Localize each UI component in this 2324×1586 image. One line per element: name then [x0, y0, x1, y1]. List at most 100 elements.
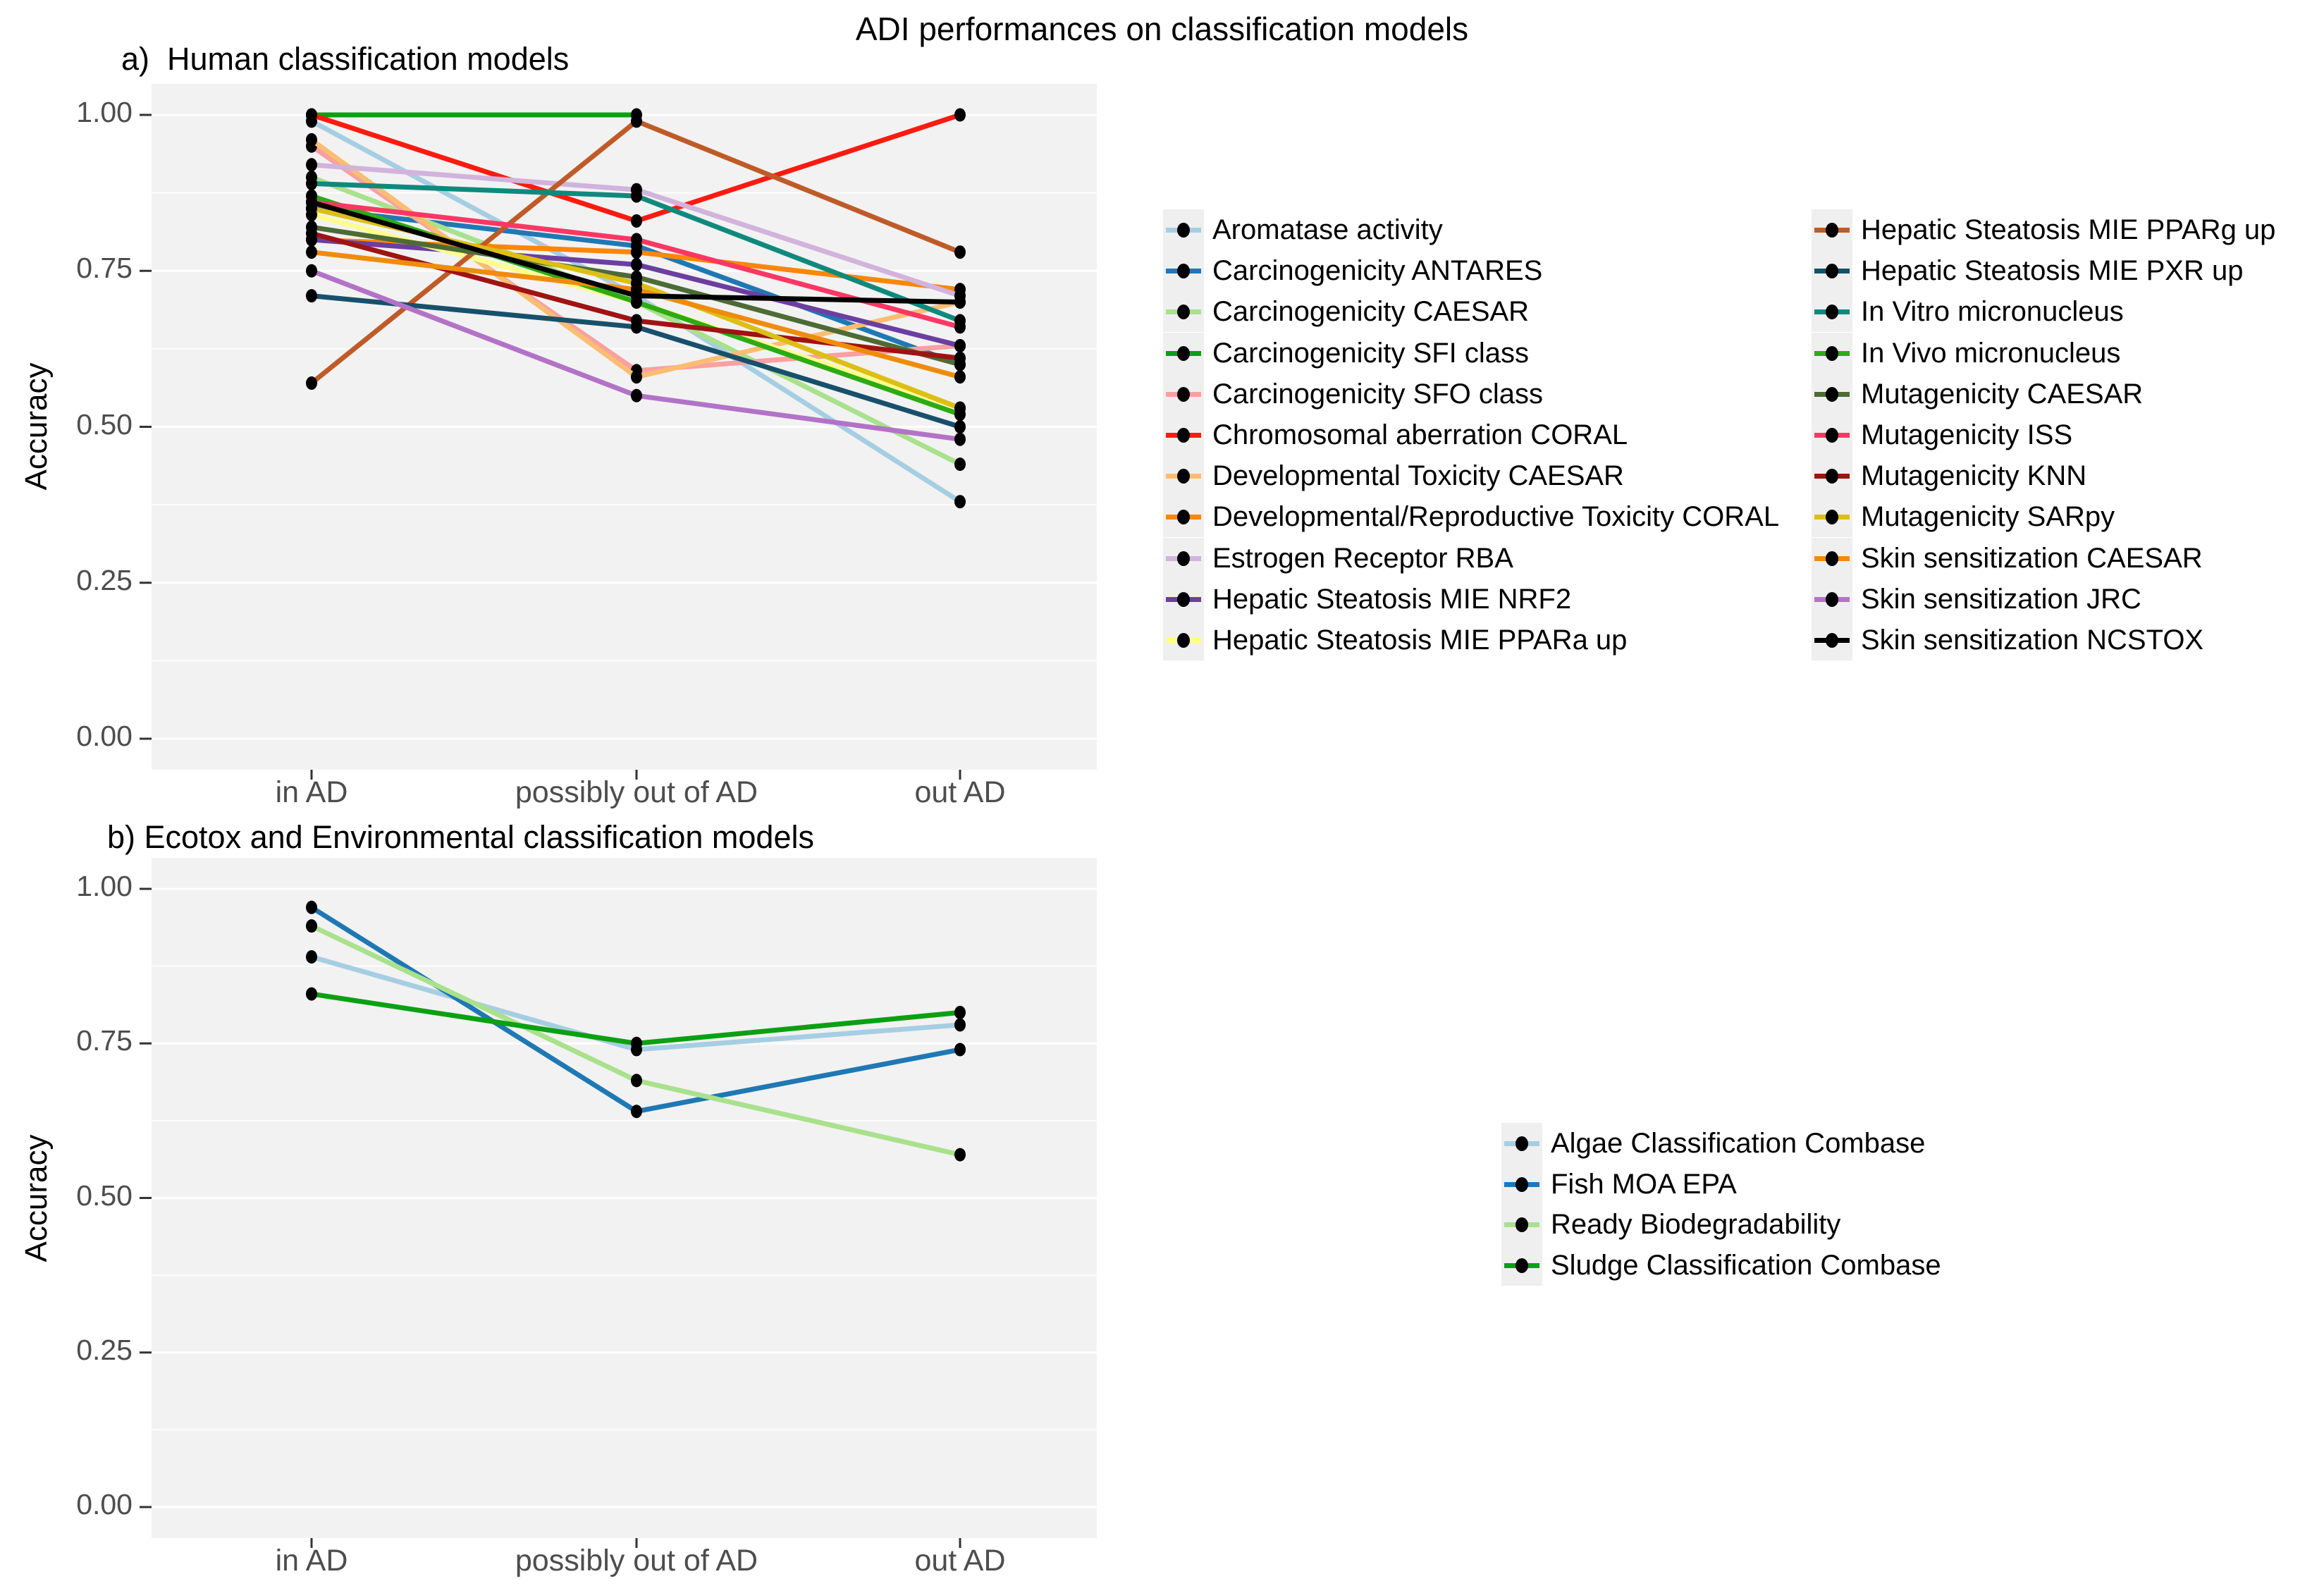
- data-point: [954, 245, 966, 259]
- data-point: [306, 900, 317, 914]
- data-point: [954, 401, 966, 415]
- y-tick-label: 0.75: [76, 1024, 133, 1057]
- legend-item-label: Mutagenicity KNN: [1861, 460, 2087, 492]
- data-point: [631, 114, 642, 128]
- legend-key-icon: [1501, 1204, 1542, 1245]
- legend-point-icon: [1177, 591, 1190, 607]
- data-point: [306, 245, 317, 259]
- y-tick-label: 0.25: [76, 1333, 133, 1366]
- data-point: [954, 108, 966, 122]
- legend-key-icon: [1812, 537, 1852, 579]
- data-point: [954, 1043, 966, 1057]
- y-tick-label: 1.00: [76, 96, 133, 128]
- legend-item-label: Developmental Toxicity CAESAR: [1212, 460, 1624, 492]
- data-point: [631, 245, 642, 259]
- legend-item-label: Mutagenicity CAESAR: [1861, 378, 2144, 410]
- legend-item-label: In Vitro micronucleus: [1861, 296, 2124, 328]
- legend-item-label: Algae Classification Combase: [1551, 1128, 1926, 1159]
- legend-point-icon: [1177, 551, 1190, 566]
- legend-item-label: Carcinogenicity SFO class: [1212, 378, 1544, 410]
- y-tick-label: 0.00: [76, 720, 133, 752]
- x-category-label: out AD: [914, 775, 1006, 809]
- data-point: [631, 233, 642, 247]
- legend-point-icon: [1826, 510, 1838, 525]
- legend-point-icon: [1177, 305, 1190, 320]
- legend-key-icon: [1501, 1123, 1542, 1164]
- data-point: [631, 289, 642, 303]
- data-point: [306, 108, 317, 122]
- data-point: [954, 351, 966, 365]
- data-point: [631, 214, 642, 228]
- legend-key-icon: [1812, 291, 1852, 333]
- y-tick-label: 1.00: [76, 870, 133, 902]
- legend-point-icon: [1177, 264, 1190, 279]
- legend-key-icon: [1501, 1163, 1542, 1205]
- legend-key-icon: [1163, 373, 1204, 414]
- legend-point-icon: [1826, 551, 1838, 566]
- legend-item-label: Skin sensitization CAESAR: [1861, 542, 2203, 574]
- panel-a-title: a) Human classification models: [121, 41, 570, 77]
- x-category-label: in AD: [275, 1544, 348, 1578]
- legend-key-icon: [1812, 578, 1852, 620]
- data-point: [631, 257, 642, 271]
- legend-item-label: Sludge Classification Combase: [1551, 1249, 1941, 1281]
- legend-point-icon: [1177, 510, 1190, 525]
- y-tick-label: 0.75: [76, 252, 133, 285]
- legend-point-icon: [1515, 1258, 1528, 1273]
- legend-item-label: Mutagenicity SARpy: [1861, 501, 2115, 533]
- legend-item-label: Aromatase activity: [1212, 214, 1443, 245]
- data-point: [306, 133, 317, 147]
- data-point: [954, 420, 966, 434]
- legend-point-icon: [1177, 223, 1190, 238]
- legend-key-icon: [1163, 209, 1204, 250]
- legend-point-icon: [1826, 428, 1838, 443]
- data-point: [631, 388, 642, 402]
- x-category-label: out AD: [914, 1544, 1006, 1578]
- legend-point-icon: [1177, 345, 1190, 361]
- legend-point-icon: [1515, 1176, 1528, 1192]
- legend-key-icon: [1501, 1244, 1542, 1286]
- y-tick-label: 0.25: [76, 563, 133, 596]
- data-point: [954, 1148, 966, 1162]
- data-point: [631, 314, 642, 328]
- data-point: [954, 1018, 966, 1032]
- legend-item-label: Chromosomal aberration CORAL: [1212, 419, 1628, 450]
- legend-key-icon: [1812, 209, 1852, 250]
- legend-key-icon: [1163, 250, 1204, 292]
- y-tick-label: 0.00: [76, 1488, 133, 1520]
- data-point: [954, 370, 966, 384]
- legend-point-icon: [1177, 469, 1190, 484]
- data-point: [954, 338, 966, 352]
- legend-item-label: Carcinogenicity ANTARES: [1212, 255, 1543, 287]
- legend-item-label: Carcinogenicity CAESAR: [1212, 296, 1530, 328]
- legend-item-label: Hepatic Steatosis MIE PXR up: [1861, 255, 2244, 287]
- data-point: [306, 158, 317, 172]
- legend-point-icon: [1826, 345, 1838, 361]
- data-point: [954, 320, 966, 334]
- legend-item-label: Hepatic Steatosis MIE PPARg up: [1861, 214, 2276, 245]
- figure-title: ADI performances on classification model…: [855, 11, 1469, 47]
- legend-point-icon: [1515, 1136, 1528, 1151]
- data-point: [631, 1074, 642, 1088]
- legend-key-icon: [1812, 414, 1852, 455]
- legend-point-icon: [1177, 386, 1190, 402]
- legend-point-icon: [1177, 428, 1190, 443]
- legend-item-label: Skin sensitization NCSTOX: [1861, 625, 2204, 656]
- data-point: [306, 919, 317, 933]
- legend-item-label: Developmental/Reproductive Toxicity CORA…: [1212, 501, 1780, 533]
- legend-key-icon: [1812, 455, 1852, 497]
- legend-key-icon: [1163, 578, 1204, 620]
- data-point: [631, 1105, 642, 1119]
- legend-key-icon: [1163, 496, 1204, 538]
- legend-key-icon: [1163, 537, 1204, 579]
- legend-point-icon: [1826, 223, 1838, 238]
- legend-item-label: Hepatic Steatosis MIE PPARa up: [1212, 625, 1628, 656]
- legend-item-label: Ready Biodegradability: [1551, 1209, 1841, 1240]
- data-point: [306, 226, 317, 240]
- legend-item-label: Skin sensitization JRC: [1861, 583, 2141, 615]
- legend-point-icon: [1826, 633, 1838, 648]
- y-tick-label: 0.50: [76, 407, 133, 441]
- legend-key-icon: [1812, 496, 1852, 538]
- y-tick-label: 0.50: [76, 1179, 133, 1212]
